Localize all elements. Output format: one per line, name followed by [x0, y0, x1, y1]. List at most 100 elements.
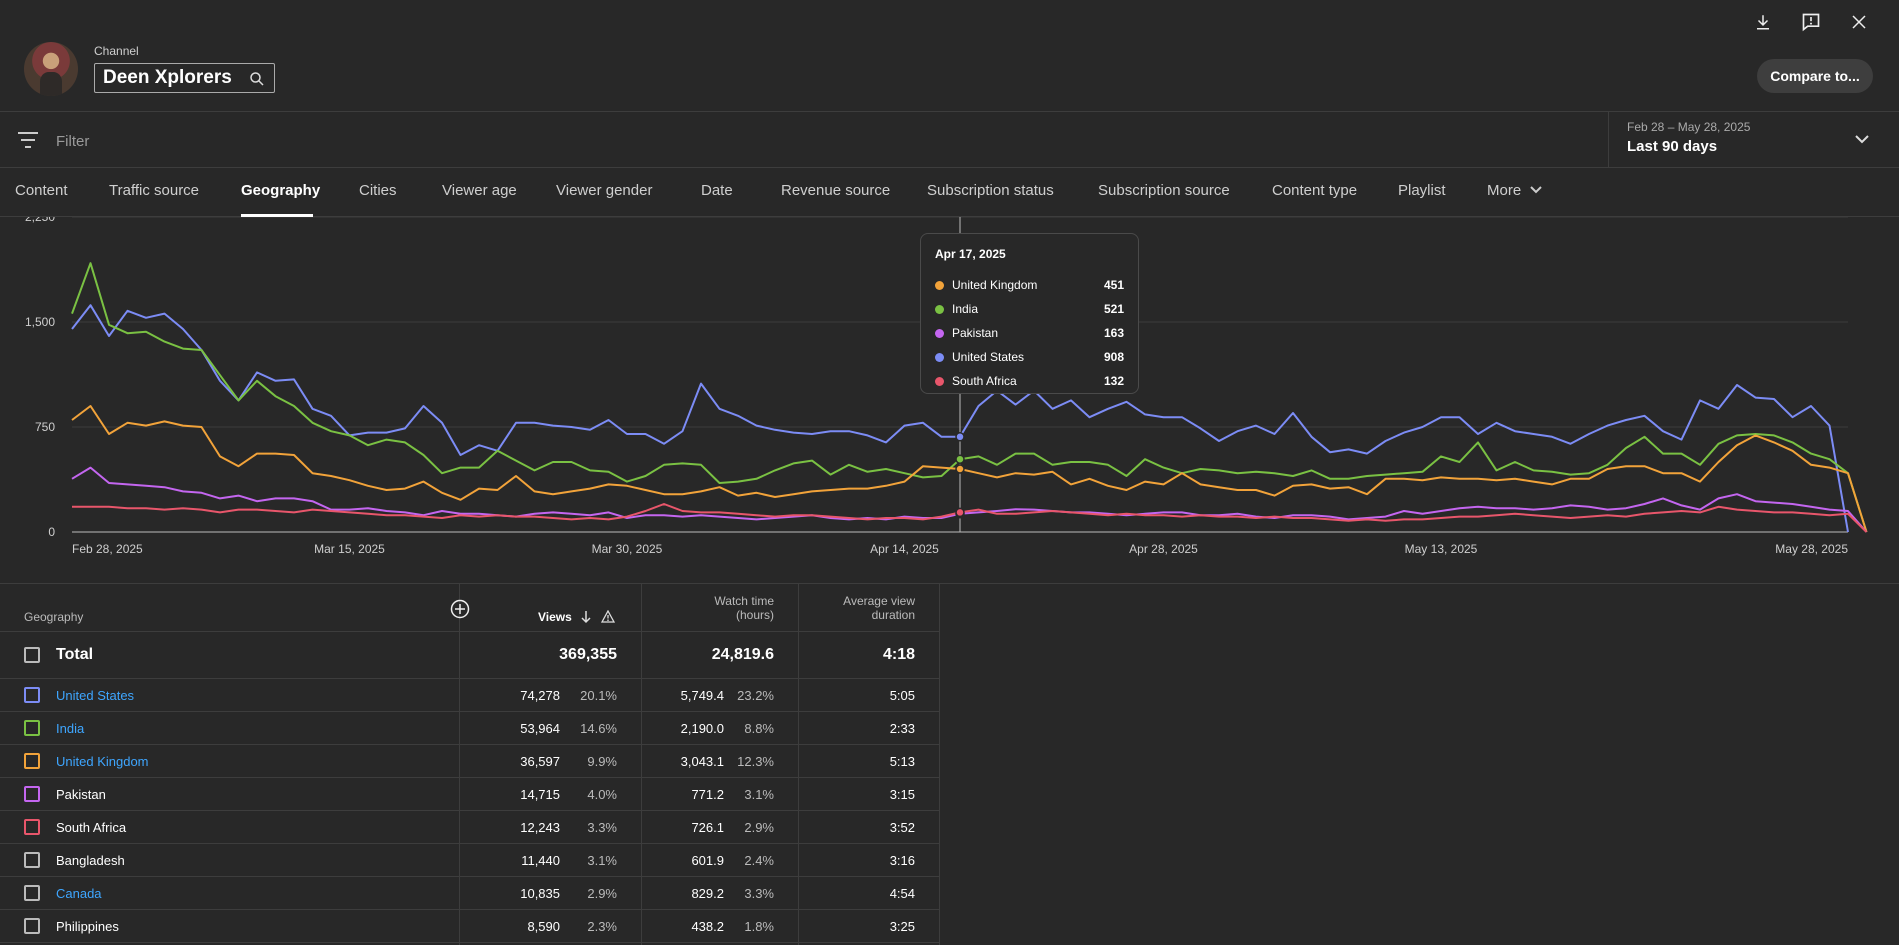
channel-selector[interactable]: Deen Xplorers — [94, 63, 275, 93]
country-name[interactable]: Canada — [56, 886, 102, 901]
avg-duration-value: 4:54 — [889, 886, 915, 901]
tab-date[interactable]: Date — [701, 182, 733, 199]
column-divider — [939, 584, 940, 945]
watch-time-value: 601.9 — [691, 853, 724, 868]
country-name[interactable]: United Kingdom — [56, 754, 149, 769]
table-row: Pakistan 14,715 4.0% 771.2 3.1% 3:15 — [0, 778, 940, 811]
avg-duration-value: 3:16 — [889, 853, 915, 868]
row-checkbox[interactable] — [24, 687, 40, 703]
channel-label: Channel — [94, 44, 139, 58]
column-divider — [641, 584, 642, 945]
dimension-tabs: Content Traffic source Geography Cities … — [0, 168, 1899, 217]
country-name[interactable]: India — [56, 721, 85, 736]
geography-table: Geography Views Watch time (hours) Avera… — [0, 584, 1899, 945]
views-percent: 2.3% — [587, 919, 617, 934]
row-checkbox[interactable] — [24, 885, 40, 901]
y-tick-label: 0 — [48, 525, 55, 539]
add-column-icon[interactable] — [450, 599, 470, 619]
tab-more[interactable]: More — [1487, 182, 1543, 199]
row-checkbox[interactable] — [24, 819, 40, 835]
country-name: Bangladesh — [56, 853, 125, 868]
avd-header-line1: Average view — [843, 594, 915, 608]
chart-tooltip: Apr 17, 2025 United Kingdom 451 India 521 Pa… — [920, 233, 1139, 394]
watch-time-header-line2: (hours) — [735, 608, 774, 622]
series-dot — [935, 328, 944, 338]
avd-header-line2: duration — [871, 608, 915, 622]
sort-down-icon[interactable] — [580, 610, 592, 624]
views-line-chart[interactable]: 0 750 1,500 2,250 Feb 28, 2025 Mar 15, 2025 Ma… — [0, 217, 1899, 584]
table-row: Canada 10,835 2.9% 829.2 3.3% 4:54 — [0, 877, 940, 910]
header-divider — [0, 631, 940, 632]
tab-cities[interactable]: Cities — [359, 182, 397, 199]
tab-more-label: More — [1487, 182, 1522, 199]
chart-panel: 0 750 1,500 2,250 Feb 28, 2025 Mar 15, 2025 Ma… — [0, 217, 1899, 584]
hover-point — [955, 507, 965, 518]
filter-icon[interactable] — [18, 131, 38, 149]
x-tick-label: Mar 15, 2025 — [314, 542, 385, 556]
row-checkbox[interactable] — [24, 786, 40, 802]
views-value: 11,440 — [521, 853, 560, 868]
total-checkbox[interactable] — [24, 647, 40, 663]
feedback-icon[interactable] — [1801, 12, 1821, 32]
avg-view-duration-column-header[interactable]: Average view duration — [810, 594, 915, 622]
date-range-picker[interactable]: Feb 28 – May 28, 2025 Last 90 days — [1608, 112, 1899, 168]
filter-input[interactable] — [56, 130, 556, 152]
tab-traffic-source[interactable]: Traffic source — [109, 182, 200, 199]
tab-geography[interactable]: Geography — [241, 182, 321, 199]
watch-time-percent: 8.8% — [744, 721, 774, 736]
compare-button[interactable]: Compare to... — [1757, 59, 1873, 93]
views-value: 8,590 — [527, 919, 560, 934]
table-row: United Kingdom 36,597 9.9% 3,043.1 12.3% 5:13 — [0, 745, 940, 778]
tab-playlist[interactable]: Playlist — [1398, 182, 1446, 199]
table-row: United States 74,278 20.1% 5,749.4 23.2% 5:05 — [0, 679, 940, 712]
download-icon[interactable] — [1753, 12, 1773, 32]
table-total-row: Total 369,355 24,819.6 4:18 — [0, 632, 940, 679]
close-icon[interactable] — [1849, 12, 1869, 32]
country-name[interactable]: United States — [56, 688, 135, 703]
series-line-pakistan — [71, 466, 1868, 533]
tab-subscription-status[interactable]: Subscription status — [927, 182, 1054, 199]
series-line-india — [71, 262, 1868, 533]
watch-time-percent: 2.9% — [744, 820, 774, 835]
views-value: 53,964 — [520, 721, 560, 736]
avg-duration-value: 5:13 — [889, 754, 915, 769]
tooltip-row: United Kingdom 451 — [935, 273, 1124, 297]
header-bar: Channel Deen Xplorers Compare to... — [0, 0, 1899, 112]
tab-revenue-source[interactable]: Revenue source — [781, 182, 891, 199]
warning-icon[interactable] — [601, 610, 615, 623]
tab-subscription-source[interactable]: Subscription source — [1098, 182, 1230, 199]
tab-content-type[interactable]: Content type — [1272, 182, 1358, 199]
watch-time-column-header[interactable]: Watch time (hours) — [660, 594, 774, 622]
tab-content[interactable]: Content — [15, 182, 68, 199]
window-actions — [1753, 12, 1869, 32]
x-tick-label: Apr 28, 2025 — [1129, 542, 1198, 556]
views-percent: 4.0% — [587, 787, 617, 802]
avg-duration-value: 3:15 — [889, 787, 915, 802]
views-percent: 3.1% — [587, 853, 617, 868]
tooltip-series-value: 908 — [1103, 350, 1124, 364]
watch-time-value: 438.2 — [691, 919, 724, 934]
tooltip-series-name: India — [952, 302, 979, 316]
avg-duration-value: 5:05 — [889, 688, 915, 703]
x-tick-label: May 28, 2025 — [1775, 542, 1848, 556]
table-row: Philippines 8,590 2.3% 438.2 1.8% 3:25 — [0, 910, 940, 943]
tab-viewer-age[interactable]: Viewer age — [442, 182, 517, 199]
series-line-united-kingdom — [71, 405, 1868, 533]
country-name: South Africa — [56, 820, 127, 835]
country-name: Philippines — [56, 919, 119, 934]
chevron-down-icon — [1855, 135, 1869, 144]
row-checkbox[interactable] — [24, 720, 40, 736]
row-checkbox[interactable] — [24, 753, 40, 769]
tooltip-row: India 521 — [935, 297, 1124, 321]
tab-viewer-gender[interactable]: Viewer gender — [556, 182, 653, 199]
views-value: 74,278 — [520, 688, 560, 703]
views-column-header[interactable]: Views — [538, 610, 572, 624]
tooltip-series-name: South Africa — [952, 374, 1017, 388]
table-row: South Africa 12,243 3.3% 726.1 2.9% 3:52 — [0, 811, 940, 844]
row-checkbox[interactable] — [24, 852, 40, 868]
tooltip-series-value: 132 — [1103, 374, 1124, 388]
views-percent: 3.3% — [587, 820, 617, 835]
views-percent: 14.6% — [580, 721, 617, 736]
search-icon[interactable] — [248, 70, 266, 88]
row-checkbox[interactable] — [24, 918, 40, 934]
